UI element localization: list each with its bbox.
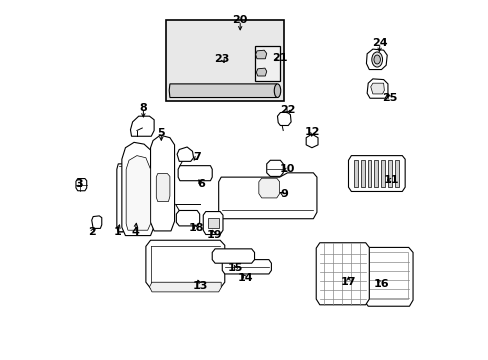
Bar — [207, 218, 218, 228]
Polygon shape — [256, 68, 266, 76]
Text: 7: 7 — [193, 152, 201, 162]
Text: 19: 19 — [206, 230, 222, 239]
Ellipse shape — [274, 84, 280, 98]
Ellipse shape — [373, 55, 380, 64]
Polygon shape — [177, 147, 193, 161]
Polygon shape — [122, 142, 155, 235]
Text: 3: 3 — [75, 179, 82, 189]
Text: 14: 14 — [237, 273, 252, 283]
Polygon shape — [266, 160, 283, 176]
Bar — [254, 45, 280, 81]
Polygon shape — [348, 156, 405, 192]
Polygon shape — [212, 249, 254, 263]
Bar — [373, 160, 378, 187]
Text: 2: 2 — [88, 227, 96, 237]
Bar — [353, 160, 357, 187]
Polygon shape — [316, 243, 368, 305]
Bar — [380, 160, 384, 187]
Text: 5: 5 — [157, 129, 165, 138]
Ellipse shape — [371, 52, 382, 67]
Polygon shape — [222, 260, 271, 274]
Bar — [367, 160, 371, 187]
Text: 16: 16 — [373, 279, 388, 289]
Polygon shape — [305, 134, 317, 148]
Text: 6: 6 — [196, 179, 204, 189]
Polygon shape — [218, 173, 316, 219]
Polygon shape — [258, 178, 279, 198]
Polygon shape — [156, 174, 169, 202]
Polygon shape — [149, 282, 221, 292]
Polygon shape — [203, 212, 223, 234]
Text: 10: 10 — [279, 164, 295, 174]
Text: 11: 11 — [383, 175, 399, 185]
Polygon shape — [76, 179, 86, 191]
Text: 17: 17 — [340, 277, 356, 287]
Text: 23: 23 — [214, 54, 229, 64]
Polygon shape — [255, 50, 266, 59]
Text: 24: 24 — [371, 38, 387, 48]
Polygon shape — [366, 79, 387, 98]
Text: 25: 25 — [381, 93, 397, 103]
Bar — [368, 252, 407, 299]
Polygon shape — [117, 164, 124, 232]
Polygon shape — [370, 83, 384, 94]
Text: 9: 9 — [280, 189, 287, 199]
Polygon shape — [126, 156, 150, 230]
Polygon shape — [145, 240, 224, 288]
Text: 21: 21 — [271, 53, 287, 63]
Bar — [394, 160, 398, 187]
Text: 12: 12 — [304, 127, 320, 136]
Polygon shape — [363, 247, 412, 306]
Text: 20: 20 — [232, 15, 247, 26]
Text: 15: 15 — [227, 263, 243, 273]
Bar — [165, 21, 284, 101]
Polygon shape — [366, 49, 386, 69]
Polygon shape — [169, 84, 277, 98]
Text: 13: 13 — [193, 281, 208, 291]
Text: 1: 1 — [113, 227, 121, 237]
Polygon shape — [178, 166, 212, 181]
Polygon shape — [176, 211, 199, 226]
Polygon shape — [150, 135, 174, 231]
Text: 4: 4 — [131, 227, 139, 237]
Polygon shape — [92, 216, 102, 228]
Polygon shape — [130, 116, 154, 136]
Polygon shape — [277, 112, 290, 126]
Text: 22: 22 — [280, 105, 295, 115]
Text: 8: 8 — [139, 103, 147, 113]
Text: 18: 18 — [188, 224, 203, 233]
Bar — [387, 160, 391, 187]
Bar — [360, 160, 364, 187]
